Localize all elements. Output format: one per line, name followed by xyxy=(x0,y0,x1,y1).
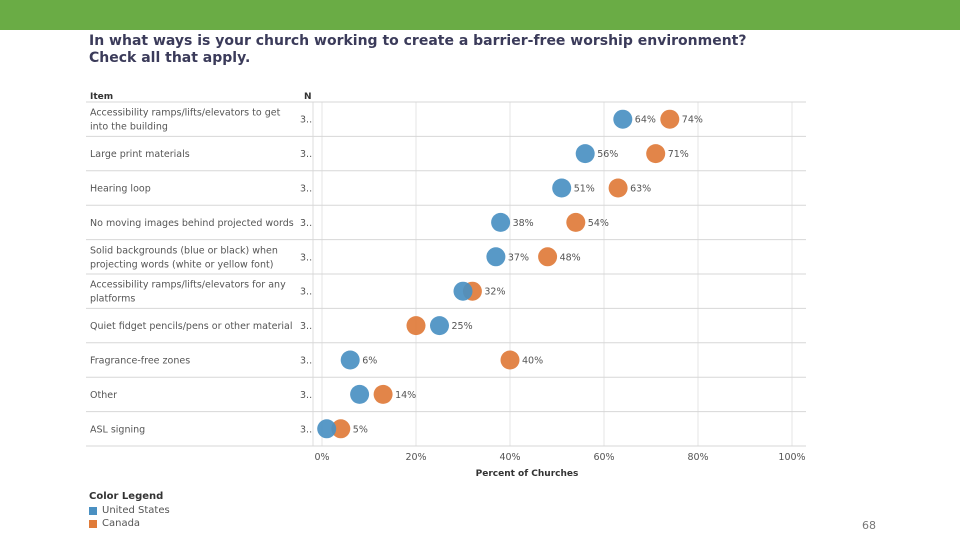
x-tick-label: 0% xyxy=(314,452,329,463)
item-label: ASL signing xyxy=(90,424,145,435)
dot-united-states xyxy=(486,247,506,267)
page-number: 68 xyxy=(862,519,876,532)
dot-united-states xyxy=(575,144,595,164)
item-label: Hearing loop xyxy=(90,184,151,195)
item-label: Fragrance-free zones xyxy=(90,356,190,367)
x-axis-label: Percent of Churches xyxy=(476,469,579,479)
dot-united-states xyxy=(317,419,337,439)
legend-item-canada: Canada xyxy=(89,517,170,530)
data-label-canada: 71% xyxy=(668,149,689,160)
item-label: platforms xyxy=(90,294,135,305)
legend-swatch-us xyxy=(89,506,97,515)
item-label: projecting words (white or yellow font) xyxy=(90,259,273,270)
x-tick-label: 100% xyxy=(778,452,805,463)
legend-title: Color Legend xyxy=(89,491,164,502)
dot-united-states xyxy=(430,316,449,336)
item-label: Other xyxy=(90,390,117,401)
legend-swatch-canada xyxy=(89,519,97,528)
legend-item-us: United States xyxy=(89,504,170,517)
n-value: 3.. xyxy=(300,115,312,126)
item-label: Quiet fidget pencils/pens or other mater… xyxy=(90,321,293,332)
column-header-item: Item xyxy=(90,92,113,102)
legend-label-us: United States xyxy=(102,505,170,516)
n-value: 3.. xyxy=(300,252,312,263)
n-value: 3.. xyxy=(300,424,312,435)
dot-united-states xyxy=(350,384,370,404)
dot-canada xyxy=(566,212,586,232)
item-label: Solid backgrounds (blue or black) when xyxy=(90,245,278,256)
dot-canada xyxy=(373,384,393,404)
dot-canada xyxy=(406,316,426,336)
data-label: 6% xyxy=(362,356,377,367)
data-label-canada: 40% xyxy=(522,356,543,367)
data-label: 37% xyxy=(508,252,529,263)
dot-canada xyxy=(331,419,351,439)
data-label: 32% xyxy=(484,287,505,298)
color-legend: Color Legend United States Canada xyxy=(89,491,170,530)
data-label: 5% xyxy=(353,424,368,435)
dot-canada xyxy=(660,109,680,129)
x-tick-label: 20% xyxy=(405,452,426,463)
data-label: 25% xyxy=(452,321,473,332)
header-bar xyxy=(0,0,960,30)
data-label: 56% xyxy=(597,149,618,160)
item-label: Accessibility ramps/lifts/elevators to g… xyxy=(90,108,281,119)
dot-canada xyxy=(608,178,628,198)
data-label-canada: 48% xyxy=(560,252,581,263)
data-label: 64% xyxy=(635,115,656,126)
data-label: 14% xyxy=(395,390,416,401)
dot-united-states xyxy=(340,350,360,370)
item-label: No moving images behind projected words xyxy=(90,218,294,229)
n-value: 3.. xyxy=(300,321,312,332)
n-value: 3.. xyxy=(300,218,312,229)
dot-canada xyxy=(538,247,558,267)
n-value: 3.. xyxy=(300,287,312,298)
data-label-canada: 54% xyxy=(588,218,609,229)
x-tick-label: 60% xyxy=(593,452,614,463)
item-label: Accessibility ramps/lifts/elevators for … xyxy=(90,280,286,291)
dot-canada xyxy=(500,350,520,370)
data-label-canada: 63% xyxy=(630,184,651,195)
data-label: 38% xyxy=(513,218,534,229)
data-label: 51% xyxy=(574,184,595,195)
item-label: Large print materials xyxy=(90,149,190,160)
slide-title: In what ways is your church working to c… xyxy=(89,33,747,66)
legend-label-canada: Canada xyxy=(102,518,141,529)
dot-canada xyxy=(646,144,666,164)
n-value: 3.. xyxy=(300,149,312,160)
dot-united-states xyxy=(613,109,633,129)
item-label: into the building xyxy=(90,122,168,133)
data-label-canada: 74% xyxy=(682,115,703,126)
column-header-n: N xyxy=(304,92,312,102)
dot-united-states xyxy=(453,281,473,301)
x-tick-label: 80% xyxy=(687,452,708,463)
dot-united-states xyxy=(552,178,572,198)
n-value: 3.. xyxy=(300,184,312,195)
x-tick-label: 40% xyxy=(499,452,520,463)
dot-united-states xyxy=(491,212,511,232)
n-value: 3.. xyxy=(300,356,312,367)
n-value: 3.. xyxy=(300,390,312,401)
